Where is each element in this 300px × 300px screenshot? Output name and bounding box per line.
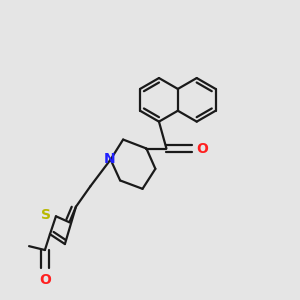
Text: S: S bbox=[40, 208, 51, 222]
Text: O: O bbox=[39, 273, 51, 287]
Text: N: N bbox=[103, 152, 115, 166]
Text: O: O bbox=[196, 142, 208, 155]
